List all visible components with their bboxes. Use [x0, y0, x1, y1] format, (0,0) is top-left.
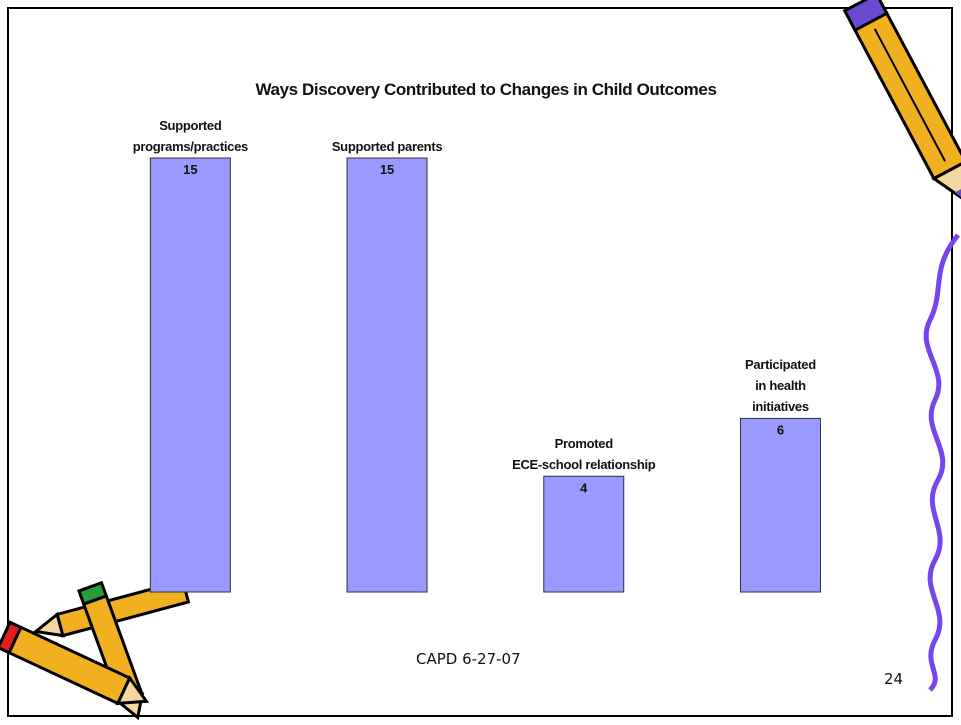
page-number: 24	[884, 670, 904, 688]
value-label: 4	[580, 480, 588, 495]
value-label: 15	[183, 162, 197, 177]
category-label: Supported parents	[331, 139, 443, 154]
decoration-wave	[923, 233, 960, 692]
bar	[739, 417, 821, 593]
bar	[346, 157, 428, 593]
category-label: Promoted ECE-school relationship	[512, 436, 656, 473]
category-label: Supported programs/practices	[132, 118, 249, 154]
bar	[543, 475, 625, 593]
footer: CAPD 6-27-07	[416, 650, 521, 668]
category-label: Participated in health initiatives	[745, 357, 816, 415]
value-label: 15	[380, 162, 394, 177]
decoration-pencil	[0, 620, 150, 706]
chart-title: Ways Discovery Contributed to Changes in…	[255, 80, 717, 99]
bar	[149, 157, 231, 593]
decoration-pencil	[842, 0, 961, 204]
slide-border	[7, 7, 953, 717]
value-label: 6	[777, 422, 784, 437]
